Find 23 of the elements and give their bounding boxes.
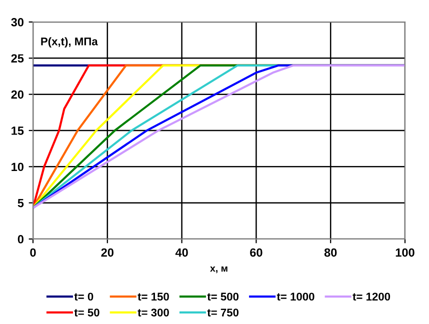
legend-label: t= 1200 [352,292,390,301]
x-tick-label: 80 [324,248,337,257]
y-tick-label: 20 [11,90,24,99]
y-axis-title: P(x,t), МПа [41,37,98,48]
y-tick-label: 15 [12,126,24,135]
legend-label: t= 150 [138,292,169,301]
legend-label: t= 750 [207,308,239,316]
legend-label: t= 0 [74,292,94,301]
x-tick-label: 40 [175,248,188,257]
y-tick-label: 30 [11,18,24,26]
legend-label: t= 1000 [276,292,314,301]
legend-label: t= 500 [207,292,239,301]
y-tick-label: 5 [18,198,24,208]
x-tick-label: 20 [101,248,114,257]
x-tick-label: 0 [30,248,36,257]
x-tick-label: 60 [250,248,262,257]
legend-label: t= 50 [74,308,100,316]
x-axis-title: x, м [210,266,228,274]
y-tick-label: 0 [18,235,24,244]
x-tick-label: 100 [396,248,414,257]
y-tick-label: 10 [12,162,24,172]
y-tick-label: 25 [11,54,24,63]
legend-label: t= 300 [138,308,169,316]
